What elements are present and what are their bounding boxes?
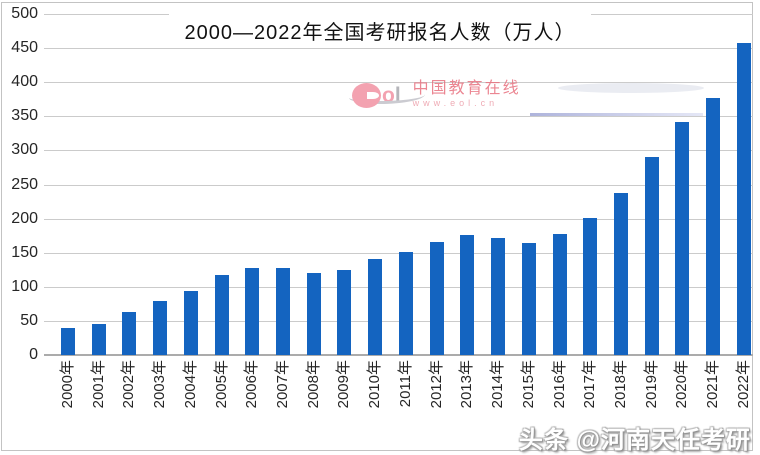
x-axis-tick-label-2014年: 2014年 [489, 360, 507, 409]
x-axis-tick-label-2005年: 2005年 [212, 360, 230, 409]
gridline-50 [44, 320, 753, 322]
watermark-artifact-blue-line [530, 113, 703, 116]
eol-logo-swoosh [349, 88, 425, 104]
y-axis-tick-label-0: 0 [29, 346, 38, 363]
gridline-300 [44, 150, 753, 152]
watermark-artifact-smudge [558, 83, 704, 93]
x-axis-tick-label-2011年: 2011年 [396, 360, 414, 408]
x-axis-tick-label-2015年: 2015年 [519, 360, 537, 409]
toutiao-watermark: 头条 @河南天任考研 [518, 427, 751, 454]
x-axis-tick-label-2018年: 2018年 [611, 360, 629, 409]
y-axis-tick-label-200: 200 [11, 209, 38, 227]
eol-site-url: www.eol.cn [412, 98, 499, 108]
x-axis-tick-label-2000年: 2000年 [59, 360, 76, 409]
bar-2006年 [245, 268, 260, 355]
bar-2015年 [521, 242, 536, 355]
eol-watermark-text: 中国教育在线 www.eol.cn [413, 80, 521, 109]
bar-2019年 [644, 157, 659, 355]
bar-2016年 [552, 234, 567, 355]
y-axis-tick-label-350: 350 [11, 107, 38, 125]
bar-2017年 [583, 217, 598, 355]
x-axis-tick-label-2022年: 2022年 [734, 360, 752, 409]
eol-logo: o l [349, 80, 425, 110]
x-axis-tick-label-2017年: 2017年 [581, 360, 599, 409]
bar-2001年 [91, 323, 106, 355]
bar-2005年 [214, 275, 229, 355]
x-axis-tick-label-2001年: 2001年 [89, 360, 107, 409]
bar-2010年 [368, 259, 383, 355]
bar-2002年 [122, 312, 137, 355]
y-axis-tick-label-300: 300 [11, 141, 38, 159]
x-axis-tick-label-2019年: 2019年 [642, 360, 660, 409]
y-axis-tick-label-500: 500 [11, 5, 38, 22]
x-axis-tick-label-2007年: 2007年 [274, 360, 292, 409]
bar-2008年 [306, 273, 321, 355]
x-axis-tick-label-2008年: 2008年 [304, 360, 322, 409]
x-axis-tick-label-2016年: 2016年 [550, 360, 568, 409]
y-axis-tick-label-400: 400 [11, 73, 38, 91]
x-axis-tick-label-2004年: 2004年 [181, 360, 199, 409]
x-axis-tick-label-2012年: 2012年 [427, 360, 445, 409]
bar-2000年 [61, 328, 75, 355]
x-axis-tick-label-2021年: 2021年 [704, 360, 722, 409]
y-axis-tick-label-250: 250 [11, 175, 38, 193]
x-axis-tick-label-2020年: 2020年 [673, 360, 691, 409]
gridline-150 [44, 252, 753, 254]
bar-2020年 [675, 122, 690, 355]
bar-2013年 [460, 234, 475, 355]
eol-logo-e-glyph [352, 82, 381, 108]
bar-2014年 [491, 237, 506, 355]
eol-watermark: o l 中国教育在线 www.eol.cn [349, 80, 521, 110]
y-axis-tick-label-450: 450 [11, 39, 38, 57]
y-axis: 0 50 100 150 200 250 300 350 400 450 500 [0, 5, 38, 363]
chart-title: 2000—2022年全国考研报名人数（万人） [0, 6, 760, 48]
plot-area [44, 14, 753, 356]
x-axis-tick-label-2013年: 2013年 [458, 360, 476, 409]
gridline-350 [44, 116, 753, 118]
y-axis-tick-label-150: 150 [11, 243, 38, 261]
bar-2009年 [337, 270, 352, 355]
eol-site-name: 中国教育在线 [412, 80, 521, 97]
y-axis-tick-label-50: 50 [20, 311, 38, 329]
x-axis-line [44, 354, 753, 356]
bar-2012年 [429, 242, 444, 355]
x-axis-tick-label-2006年: 2006年 [243, 360, 261, 409]
gridline-450 [44, 48, 753, 50]
gridline-250 [44, 184, 753, 186]
chart-title-text: 2000—2022年全国考研报名人数（万人） [168, 6, 592, 48]
bar-2022年 [736, 43, 751, 355]
bar-2018年 [613, 192, 628, 355]
x-axis-tick-label-2010年: 2010年 [366, 360, 384, 409]
bar-2004年 [183, 290, 198, 355]
bar-2007年 [276, 267, 291, 355]
bar-2003年 [153, 300, 168, 355]
gridline-400 [44, 82, 753, 84]
gridline-100 [44, 286, 753, 288]
x-axis-tick-label-2003年: 2003年 [151, 360, 169, 409]
bar-2011年 [398, 251, 413, 355]
y-axis-tick-label-100: 100 [11, 277, 38, 295]
gridline-200 [44, 218, 753, 220]
x-axis-tick-label-2002年: 2002年 [120, 360, 138, 409]
bar-2021年 [706, 97, 721, 355]
x-axis-tick-label-2009年: 2009年 [335, 360, 353, 409]
